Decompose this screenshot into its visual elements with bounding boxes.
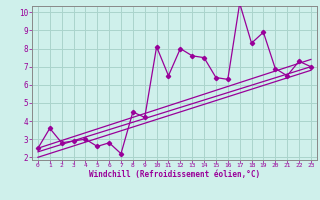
X-axis label: Windchill (Refroidissement éolien,°C): Windchill (Refroidissement éolien,°C)	[89, 170, 260, 179]
